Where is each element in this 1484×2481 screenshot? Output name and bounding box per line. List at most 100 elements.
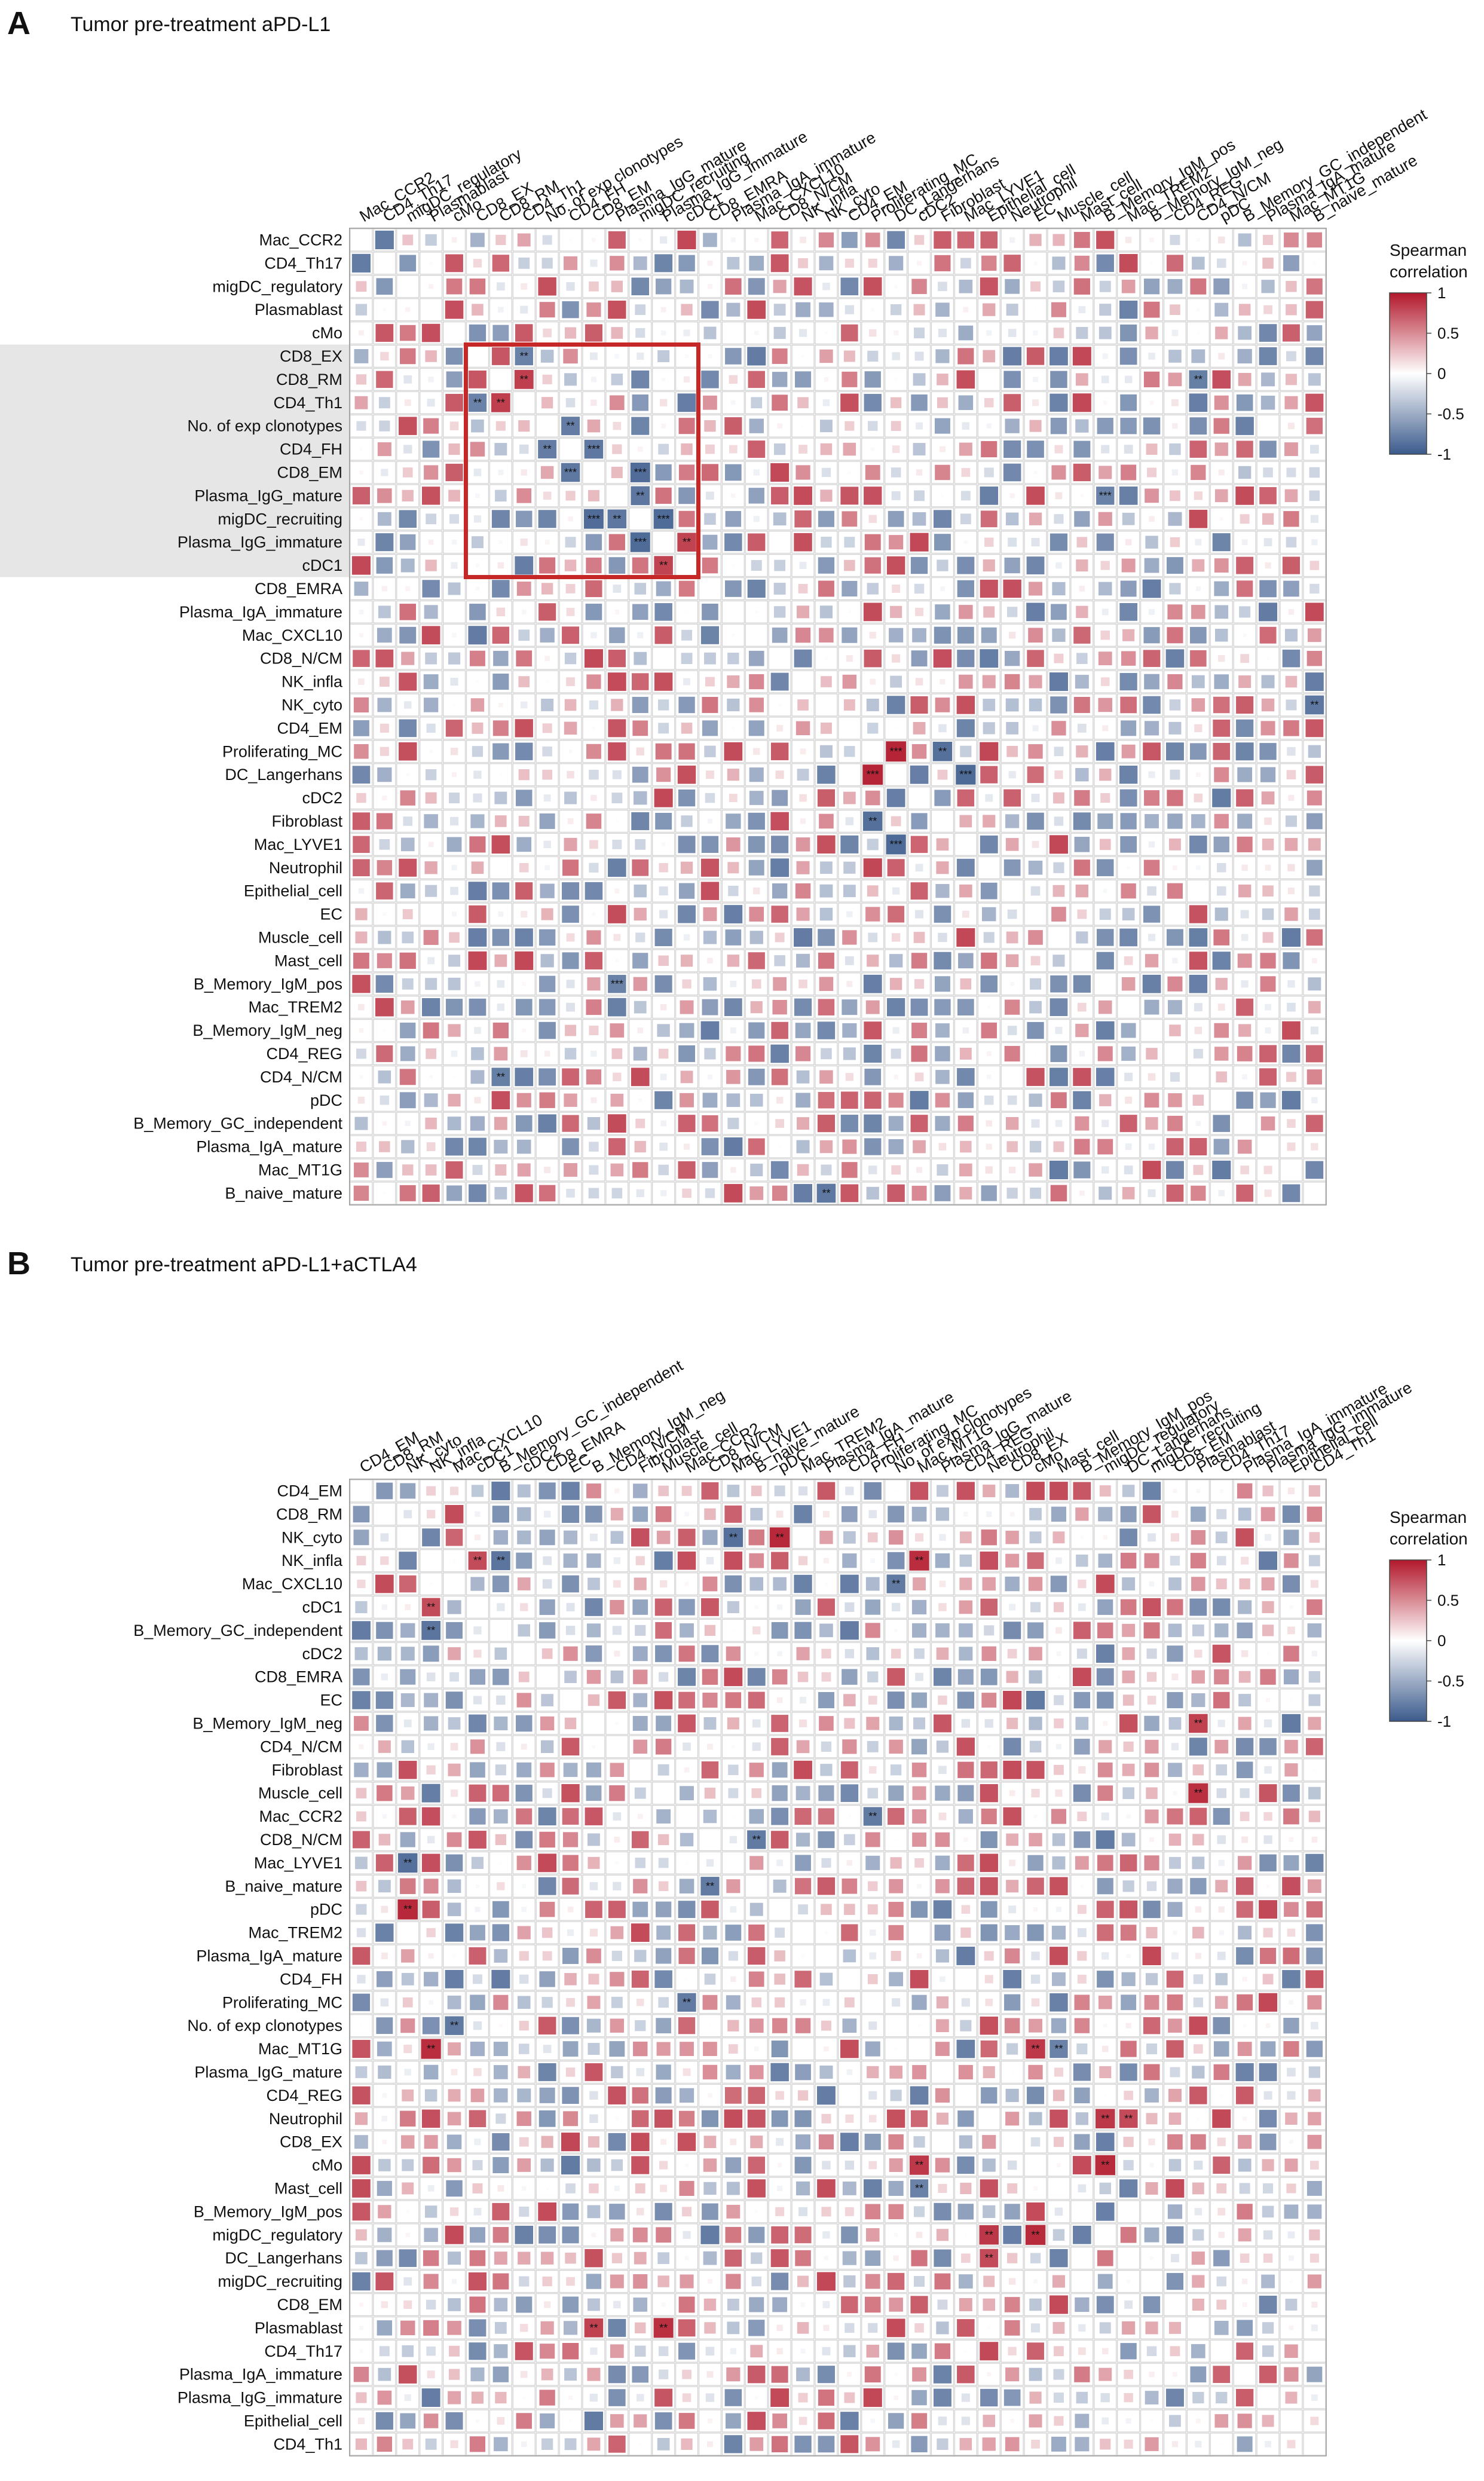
correlation-square [1240,1812,1250,1821]
heatmap-cell [1140,1503,1164,1526]
correlation-square [959,1623,973,1638]
heatmap-cell [605,1595,629,1619]
correlation-square [1148,1533,1156,1542]
correlation-square [1122,1187,1135,1200]
heatmap-cell [907,972,931,996]
correlation-square [351,556,371,575]
correlation-square [963,1837,968,1842]
heatmap-cell [629,1503,652,1526]
heatmap-cell [1163,1782,1187,1805]
correlation-square [1263,1719,1272,1728]
heatmap-cell [1094,531,1117,554]
correlation-square [891,491,901,500]
heatmap-cell [768,1158,791,1182]
correlation-square [1099,326,1112,339]
correlation-square [1073,1784,1091,1802]
correlation-square [1077,1812,1087,1821]
correlation-square [771,1622,788,1639]
heatmap-cell [1233,879,1256,903]
correlation-square [1306,650,1323,666]
heatmap-cell [396,786,420,810]
correlation-square [847,1815,851,1818]
correlation-square [772,999,787,1015]
correlation-square [772,627,788,643]
heatmap-cell [1210,461,1233,484]
correlation-square [592,726,596,730]
heatmap-cell [838,1688,861,1712]
heatmap-cell [1070,507,1094,531]
correlation-square [770,742,789,760]
correlation-square [822,1510,830,1518]
correlation-square [821,1164,832,1176]
correlation-square [1148,1073,1156,1081]
heatmap-cell [721,693,745,717]
correlation-square [1049,1067,1068,1087]
correlation-square [1192,256,1205,270]
heatmap-cell [466,623,489,647]
correlation-square [914,490,925,501]
heatmap-cell [1140,856,1164,879]
heatmap-cell [861,833,885,856]
correlation-square [1096,1021,1115,1040]
heatmap-cell [1256,1804,1280,1828]
heatmap-cell [605,414,629,438]
correlation-square [980,742,999,761]
correlation-square [685,1861,689,1865]
heatmap-cell [652,414,675,438]
heatmap-cell [768,972,791,996]
correlation-square [1236,719,1254,737]
correlation-square [612,839,622,849]
correlation-square [819,605,833,619]
correlation-square [986,423,992,429]
correlation-square [1005,698,1019,712]
heatmap-cell [1256,252,1280,275]
heatmap-cell [791,809,815,833]
heatmap-cell [1280,461,1303,484]
colorbar-tick-label: -0.5 [1437,405,1464,423]
correlation-square [796,907,810,921]
correlation-square [446,279,463,295]
heatmap-cell [489,1619,512,1642]
heatmap-cell [466,1135,489,1158]
heatmap-cell [885,763,908,787]
heatmap-cell [489,856,512,879]
correlation-square [935,1507,950,1521]
correlation-square [704,1787,716,1799]
correlation-square [1026,347,1045,365]
correlation-square [1144,558,1159,573]
heatmap-cell [1070,1782,1094,1805]
heatmap-cell [861,1804,885,1828]
heatmap-cell [815,461,838,484]
heatmap-cell [1210,1018,1233,1042]
heatmap-cell [512,368,536,391]
correlation-square [958,1809,973,1824]
correlation-square [1124,956,1133,965]
correlation-square [1287,888,1295,895]
correlation-square [1120,324,1137,342]
heatmap-cell [721,321,745,345]
correlation-square [1166,929,1183,946]
heatmap-cell [1210,228,1233,252]
heatmap-cell [907,507,931,531]
correlation-square [543,1556,552,1565]
row-label: Plasma_IgA_immature [179,603,342,621]
correlation-square [938,724,947,733]
heatmap-cell [838,786,861,810]
correlation-square [1052,1531,1065,1544]
correlation-square [659,886,668,896]
correlation-square [538,1068,556,1086]
correlation-square [1144,1093,1159,1108]
heatmap-cell [791,856,815,879]
heatmap-cell [1256,414,1280,438]
heatmap-cell [1070,1665,1094,1688]
correlation-square [543,794,551,801]
heatmap-cell [489,1665,512,1688]
correlation-square [495,421,506,431]
correlation-square [891,421,901,431]
heatmap-cell [1210,1549,1233,1573]
heatmap-cell [931,1158,954,1182]
heatmap-cell [512,856,536,879]
heatmap-cell [885,1595,908,1619]
correlation-square [816,1183,836,1203]
correlation-square [445,1691,463,1709]
